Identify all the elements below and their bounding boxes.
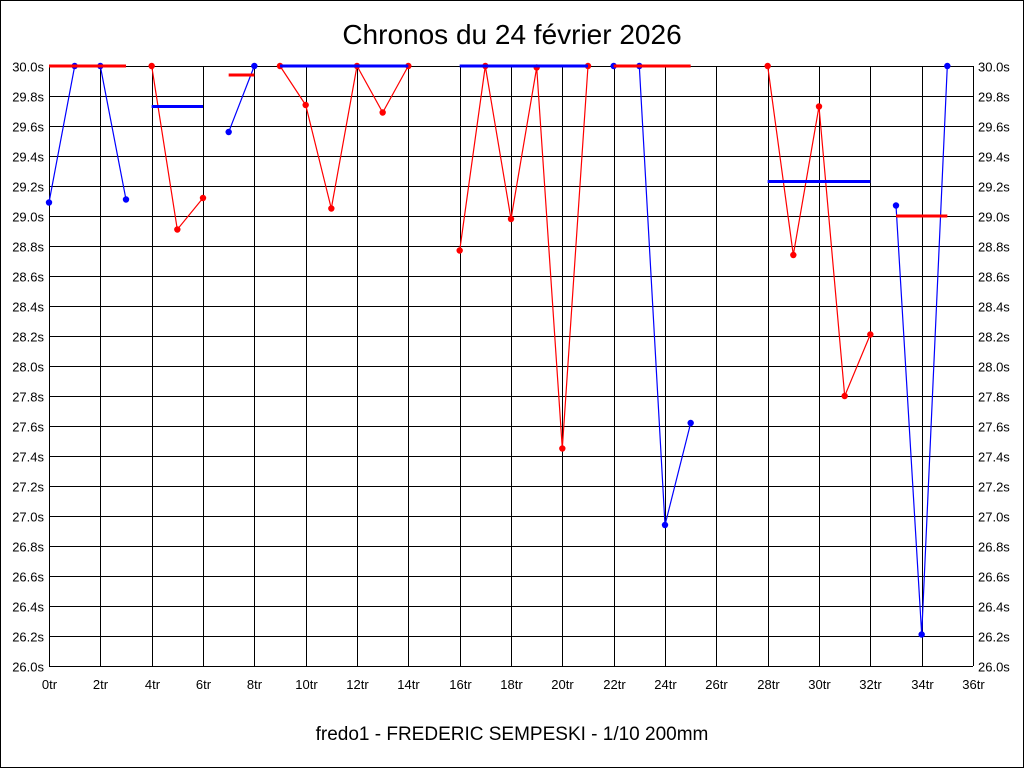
y-tick-label-left: 26.4s — [12, 600, 44, 615]
y-tick-label-left: 27.4s — [12, 450, 44, 465]
y-tick-label-right: 29.6s — [978, 120, 1010, 135]
chart-title: Chronos du 24 février 2026 — [342, 19, 681, 50]
data-point — [661, 521, 669, 529]
data-point — [815, 103, 823, 110]
series-line — [459, 65, 589, 449]
data-point — [892, 202, 900, 209]
y-axis-left-ticks: 26.0s 26.2s 26.4s 26.6s 26.8s 27.0s 27.2s 27.4s… — [12, 60, 44, 675]
y-tick-label-right: 26.2s — [978, 630, 1010, 645]
x-tick-label: 36tr — [962, 677, 985, 692]
y-tick-label-left: 29.2s — [12, 180, 44, 195]
y-tick-label-left: 29.8s — [12, 90, 44, 105]
y-tick-label-right: 29.2s — [978, 180, 1010, 195]
series-line — [228, 65, 255, 133]
data-point — [225, 128, 232, 136]
data-point — [122, 196, 130, 203]
y-tick-label-left: 26.6s — [12, 570, 44, 585]
y-tick-label-left: 26.2s — [12, 630, 44, 645]
data-point — [148, 62, 155, 70]
data-point — [379, 109, 386, 116]
series-line — [48, 65, 127, 203]
data-point — [764, 62, 771, 70]
y-tick-label-left: 28.0s — [12, 360, 44, 375]
y-tick-label-right: 29.8s — [978, 90, 1010, 105]
y-tick-label-left: 28.6s — [12, 270, 44, 285]
data-point — [45, 199, 53, 206]
y-tick-label-left: 28.8s — [12, 240, 44, 255]
x-tick-label: 24tr — [654, 677, 677, 692]
x-tick-label: 4tr — [145, 677, 161, 692]
y-tick-label-right: 28.2s — [978, 330, 1010, 345]
y-tick-label-left: 27.6s — [12, 420, 44, 435]
x-tick-label: 2tr — [93, 677, 109, 692]
x-tick-label: 26tr — [705, 677, 728, 692]
data-point — [199, 194, 207, 202]
data-point — [790, 251, 797, 259]
x-tick-label: 10tr — [295, 677, 318, 692]
y-tick-label-left: 26.0s — [12, 660, 44, 675]
data-point — [867, 331, 874, 338]
y-tick-label-right: 27.0s — [978, 510, 1010, 525]
y-tick-label-right: 26.8s — [978, 540, 1010, 555]
y-tick-label-right: 26.4s — [978, 600, 1010, 615]
y-tick-label-right: 26.0s — [978, 660, 1010, 675]
x-tick-label: 18tr — [500, 677, 523, 692]
data-point — [174, 226, 181, 233]
x-tick-label: 8tr — [247, 677, 263, 692]
series-line — [895, 65, 948, 635]
x-tick-label: 0tr — [42, 677, 58, 692]
y-tick-label-right: 28.4s — [978, 300, 1010, 315]
data-point — [687, 419, 694, 427]
y-tick-label-left: 30.0s — [12, 60, 44, 75]
data-point — [251, 62, 258, 70]
x-axis-ticks: 0tr 2tr 4tr 6tr 8tr 10tr 12tr 14tr 16tr 18tr 20tr 2… — [42, 677, 985, 692]
series-line — [279, 64, 409, 209]
y-tick-label-left: 26.8s — [12, 540, 44, 555]
y-tick-label-left: 28.2s — [12, 330, 44, 345]
x-tick-label: 34tr — [911, 677, 934, 692]
data-point — [507, 215, 515, 223]
x-tick-label: 14tr — [397, 677, 420, 692]
y-tick-label-right: 27.2s — [978, 480, 1010, 495]
y-tick-label-right: 27.4s — [978, 450, 1010, 465]
x-tick-label: 6tr — [196, 677, 212, 692]
data-point — [841, 392, 848, 400]
x-tick-label: 30tr — [808, 677, 831, 692]
x-tick-label: 22tr — [603, 677, 626, 692]
x-tick-label: 20tr — [551, 677, 574, 692]
y-tick-label-right: 30.0s — [978, 60, 1010, 75]
grid — [49, 66, 974, 667]
data-point — [559, 445, 566, 452]
series-line — [151, 65, 204, 231]
y-tick-label-right: 28.0s — [978, 360, 1010, 375]
y-axis-right-ticks: 26.0s 26.2s 26.4s 26.6s 26.8s 27.0s 27.2s 27.4s… — [978, 60, 1010, 675]
y-tick-label-left: 28.4s — [12, 300, 44, 315]
y-tick-label-left: 27.0s — [12, 510, 44, 525]
data-point — [328, 205, 335, 212]
series-group — [45, 62, 951, 638]
y-tick-label-right: 28.8s — [978, 240, 1010, 255]
y-tick-label-left: 27.2s — [12, 480, 44, 495]
y-tick-label-right: 26.6s — [978, 570, 1010, 585]
y-tick-label-right: 29.0s — [978, 210, 1010, 225]
data-point — [944, 62, 951, 70]
y-tick-label-right: 28.6s — [978, 270, 1010, 285]
y-tick-label-right: 27.6s — [978, 420, 1010, 435]
y-tick-label-left: 27.8s — [12, 390, 44, 405]
y-tick-label-right: 29.4s — [978, 150, 1010, 165]
x-tick-label: 12tr — [346, 677, 369, 692]
data-point — [456, 247, 463, 254]
data-point — [918, 631, 925, 638]
y-tick-label-left: 29.0s — [12, 210, 44, 225]
y-tick-label-right: 27.8s — [978, 390, 1010, 405]
x-tick-label: 32tr — [859, 677, 882, 692]
x-tick-label: 28tr — [757, 677, 780, 692]
x-axis-label: fredo1 - FREDERIC SEMPESKI - 1/10 200mm — [316, 724, 709, 745]
y-tick-label-left: 29.4s — [12, 150, 44, 165]
y-tick-label-left: 29.6s — [12, 120, 44, 135]
x-tick-label: 16tr — [449, 677, 472, 692]
data-point — [302, 101, 309, 109]
